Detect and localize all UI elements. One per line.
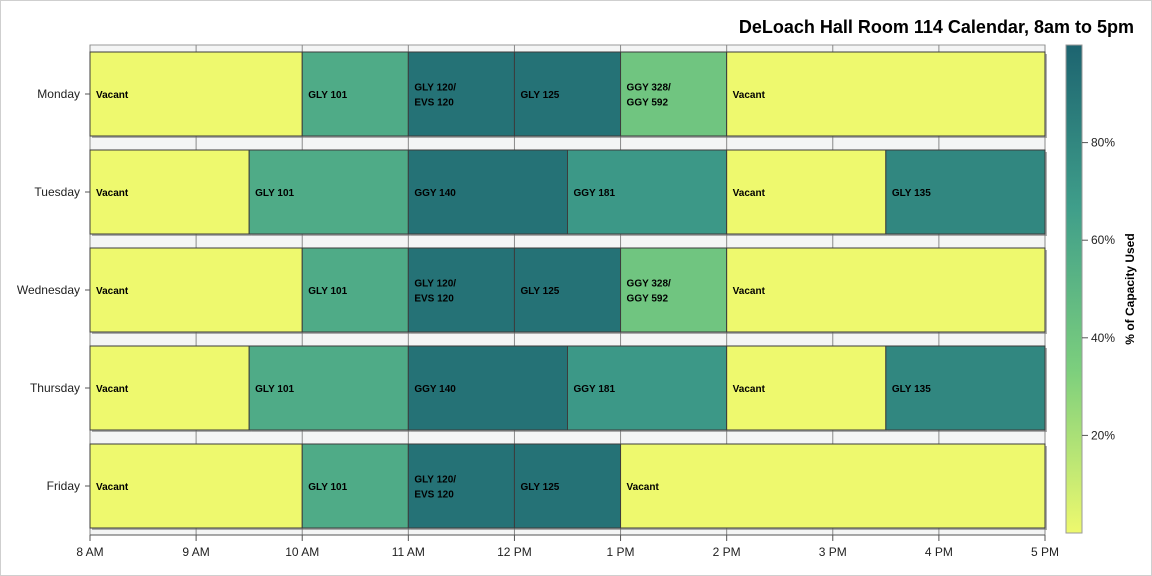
schedule-segment <box>885 149 1046 235</box>
segment-label: GGY 328/ <box>627 279 672 290</box>
day-row: Vacant GLY 101 GLY 120/EVS 120 GLY 125 GGY 3… <box>89 247 1047 334</box>
x-tick-label: 2 PM <box>713 545 741 559</box>
segment-label: EVS 120 <box>414 98 454 109</box>
day-row: Vacant GLY 101 GGY 140 GGY 181 Vacant GLY 135 <box>89 345 1047 432</box>
segment-label: GLY 101 <box>308 286 347 297</box>
segment-label: GLY 101 <box>255 384 294 395</box>
schedule-segment <box>513 247 622 333</box>
segment-label: GLY 120/ <box>414 83 456 94</box>
segment-label: Vacant <box>96 286 129 297</box>
schedule-segment <box>407 247 515 333</box>
schedule-segment <box>726 247 1046 333</box>
x-tick-label: 4 PM <box>925 545 953 559</box>
schedule-segment <box>89 247 303 333</box>
chart-title: DeLoach Hall Room 114 Calendar, 8am to 5… <box>739 17 1134 37</box>
schedule-segment <box>567 149 728 235</box>
schedule-segment <box>248 149 409 235</box>
x-tick-label: 11 AM <box>392 545 425 559</box>
segment-label: GLY 120/ <box>414 475 456 486</box>
segment-label: GGY 328/ <box>627 83 672 94</box>
x-tick-label: 12 PM <box>497 545 532 559</box>
segment-label: GLY 135 <box>892 384 931 395</box>
segment-label: GLY 125 <box>520 482 559 493</box>
day-label: Tuesday <box>34 185 80 199</box>
segment-label: Vacant <box>96 90 129 101</box>
day-row: Vacant GLY 101 GLY 120/EVS 120 GLY 125 GGY 3… <box>89 51 1047 138</box>
day-row: Vacant GLY 101 GGY 140 GGY 181 Vacant GLY 135 <box>89 149 1047 236</box>
colorbar-title: % of Capacity Used <box>1123 233 1137 344</box>
colorbar-tick-label: 40% <box>1091 331 1115 345</box>
x-tick-label: 10 AM <box>285 545 319 559</box>
segment-label: GLY 125 <box>520 90 559 101</box>
schedule-segment <box>301 51 409 137</box>
schedule-segment <box>726 149 887 235</box>
segment-label: GLY 120/ <box>414 279 456 290</box>
x-tick-label: 9 AM <box>182 545 209 559</box>
segment-label: Vacant <box>733 286 766 297</box>
schedule-segment <box>301 247 409 333</box>
segment-label: GLY 135 <box>892 188 931 199</box>
schedule-segment <box>513 443 622 529</box>
schedule-segment <box>407 149 569 235</box>
segment-label: EVS 120 <box>414 294 454 305</box>
colorbar-tick-label: 20% <box>1091 428 1115 442</box>
schedule-segment <box>301 443 409 529</box>
schedule-segment <box>407 345 569 431</box>
segment-label: GLY 101 <box>308 90 347 101</box>
schedule-segment <box>726 51 1046 137</box>
day-label: Monday <box>37 87 80 101</box>
colorbar: 20% 40% 60% 80% % of Capacity Used <box>1065 44 1137 534</box>
day-label: Thursday <box>30 381 80 395</box>
schedule-segment <box>89 345 250 431</box>
x-tick-label: 8 AM <box>76 545 103 559</box>
colorbar-gradient <box>1065 44 1083 534</box>
segment-label: Vacant <box>96 384 129 395</box>
segment-label: GLY 101 <box>308 482 347 493</box>
segment-label: GGY 140 <box>414 384 456 395</box>
schedule-bars: Vacant GLY 101 GLY 120/EVS 120 GLY 125 GGY 3… <box>89 51 1047 530</box>
schedule-segment <box>89 443 303 529</box>
segment-label: GGY 592 <box>627 98 669 109</box>
segment-label: Vacant <box>96 188 129 199</box>
x-axis: Monday Tuesday Wednesday Thursday Friday 8 AM… <box>17 87 1059 559</box>
x-tick-label: 3 PM <box>819 545 847 559</box>
segment-label: Vacant <box>733 90 766 101</box>
colorbar-tick-label: 80% <box>1091 136 1115 150</box>
segment-label: GGY 181 <box>574 188 616 199</box>
segment-label: GGY 181 <box>574 384 616 395</box>
segment-label: Vacant <box>627 482 660 493</box>
segment-label: GLY 125 <box>520 286 559 297</box>
schedule-segment <box>885 345 1046 431</box>
segment-label: Vacant <box>733 384 766 395</box>
schedule-segment <box>407 443 515 529</box>
segment-label: GLY 101 <box>255 188 294 199</box>
schedule-segment <box>620 443 1046 529</box>
x-tick-label: 1 PM <box>607 545 635 559</box>
segment-label: Vacant <box>96 482 129 493</box>
segment-label: GGY 140 <box>414 188 456 199</box>
day-label: Wednesday <box>17 283 80 297</box>
schedule-segment <box>513 51 622 137</box>
segment-label: GGY 592 <box>627 294 669 305</box>
schedule-segment <box>89 51 303 137</box>
schedule-segment <box>620 51 728 137</box>
schedule-segment <box>620 247 728 333</box>
segment-label: EVS 120 <box>414 490 454 501</box>
colorbar-tick-label: 60% <box>1091 233 1115 247</box>
segment-label: Vacant <box>733 188 766 199</box>
x-tick-label: 5 PM <box>1031 545 1059 559</box>
schedule-segment <box>407 51 515 137</box>
day-label: Friday <box>47 479 80 493</box>
schedule-segment <box>726 345 887 431</box>
day-row: Vacant GLY 101 GLY 120/EVS 120 GLY 125 Vacan… <box>89 443 1047 530</box>
schedule-segment <box>567 345 728 431</box>
